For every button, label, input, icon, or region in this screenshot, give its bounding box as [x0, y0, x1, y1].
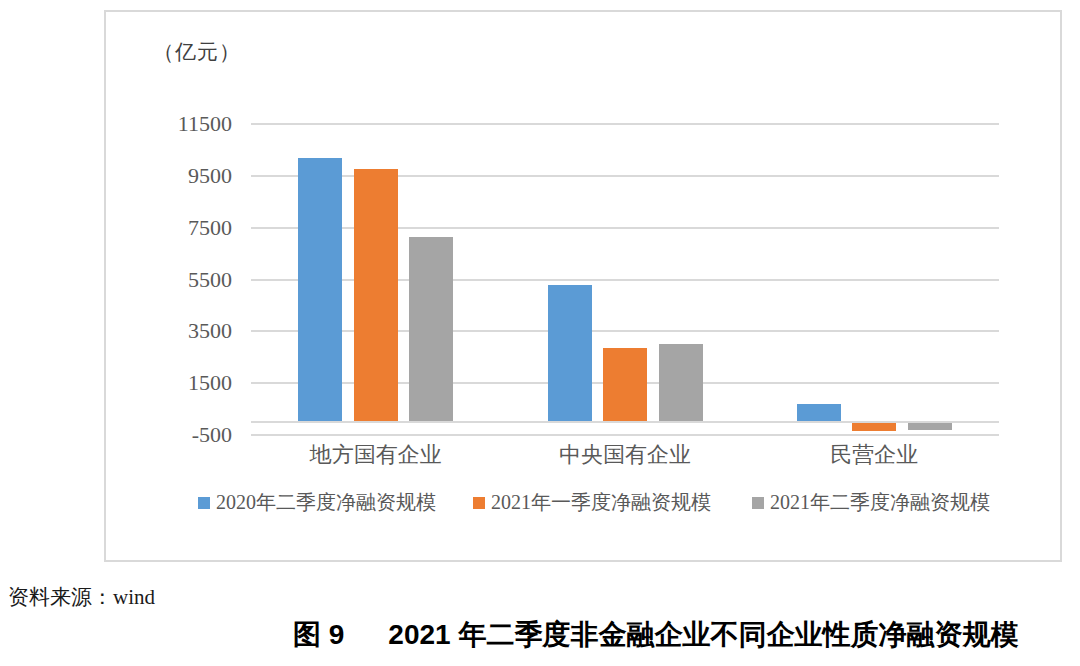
figure-caption-title: 2021 年二季度非金融企业不同企业性质净融资规模 — [388, 619, 1018, 650]
bar-series2-cat3 — [852, 422, 896, 431]
bar-series1-cat3 — [797, 404, 841, 422]
bar-series3-cat3 — [908, 422, 952, 430]
bar-series2-cat1 — [354, 169, 398, 422]
bar-series2-cat2 — [603, 348, 647, 422]
bar-series3-cat1 — [409, 237, 453, 422]
y-tick-label-11500: 11500 — [142, 113, 232, 135]
y-axis-unit-label: （亿元） — [153, 38, 241, 66]
data-source-text: 资料来源：wind — [8, 583, 155, 611]
x-category-label-3: 民营企业 — [749, 442, 999, 468]
y-tick-label-5500: 5500 — [142, 269, 232, 291]
figure-caption: 图 9 2021 年二季度非金融企业不同企业性质净融资规模 — [293, 616, 1018, 654]
bar-series1-cat2 — [548, 285, 592, 422]
y-tick-label--500: -500 — [142, 424, 232, 446]
figure-chart: （亿元） 11500 9500 7500 5500 3500 1500 -500 地方国有企业… — [104, 10, 1062, 562]
figure-caption-number: 图 9 — [293, 619, 344, 650]
legend-swatch-3 — [752, 497, 764, 509]
gridline-11500 — [251, 123, 999, 125]
legend-item-1: 2020年二季度净融资规模 — [198, 489, 436, 516]
bar-series3-cat2 — [659, 344, 703, 423]
y-tick-label-9500: 9500 — [142, 165, 232, 187]
legend-label-3: 2021年二季度净融资规模 — [770, 489, 990, 516]
legend-label-2: 2021年一季度净融资规模 — [491, 489, 711, 516]
bar-series1-cat1 — [298, 158, 342, 422]
legend-swatch-2 — [473, 497, 485, 509]
legend-label-1: 2020年二季度净融资规模 — [216, 489, 436, 516]
legend-item-3: 2021年二季度净融资规模 — [752, 489, 990, 516]
y-tick-label-7500: 7500 — [142, 217, 232, 239]
x-axis-line — [251, 421, 999, 423]
gridline--500 — [251, 434, 999, 436]
legend-item-2: 2021年一季度净融资规模 — [473, 489, 711, 516]
y-tick-label-3500: 3500 — [142, 320, 232, 342]
y-tick-label-1500: 1500 — [142, 372, 232, 394]
legend-swatch-1 — [198, 497, 210, 509]
x-category-label-2: 中央国有企业 — [500, 442, 750, 468]
x-category-label-1: 地方国有企业 — [251, 442, 501, 468]
